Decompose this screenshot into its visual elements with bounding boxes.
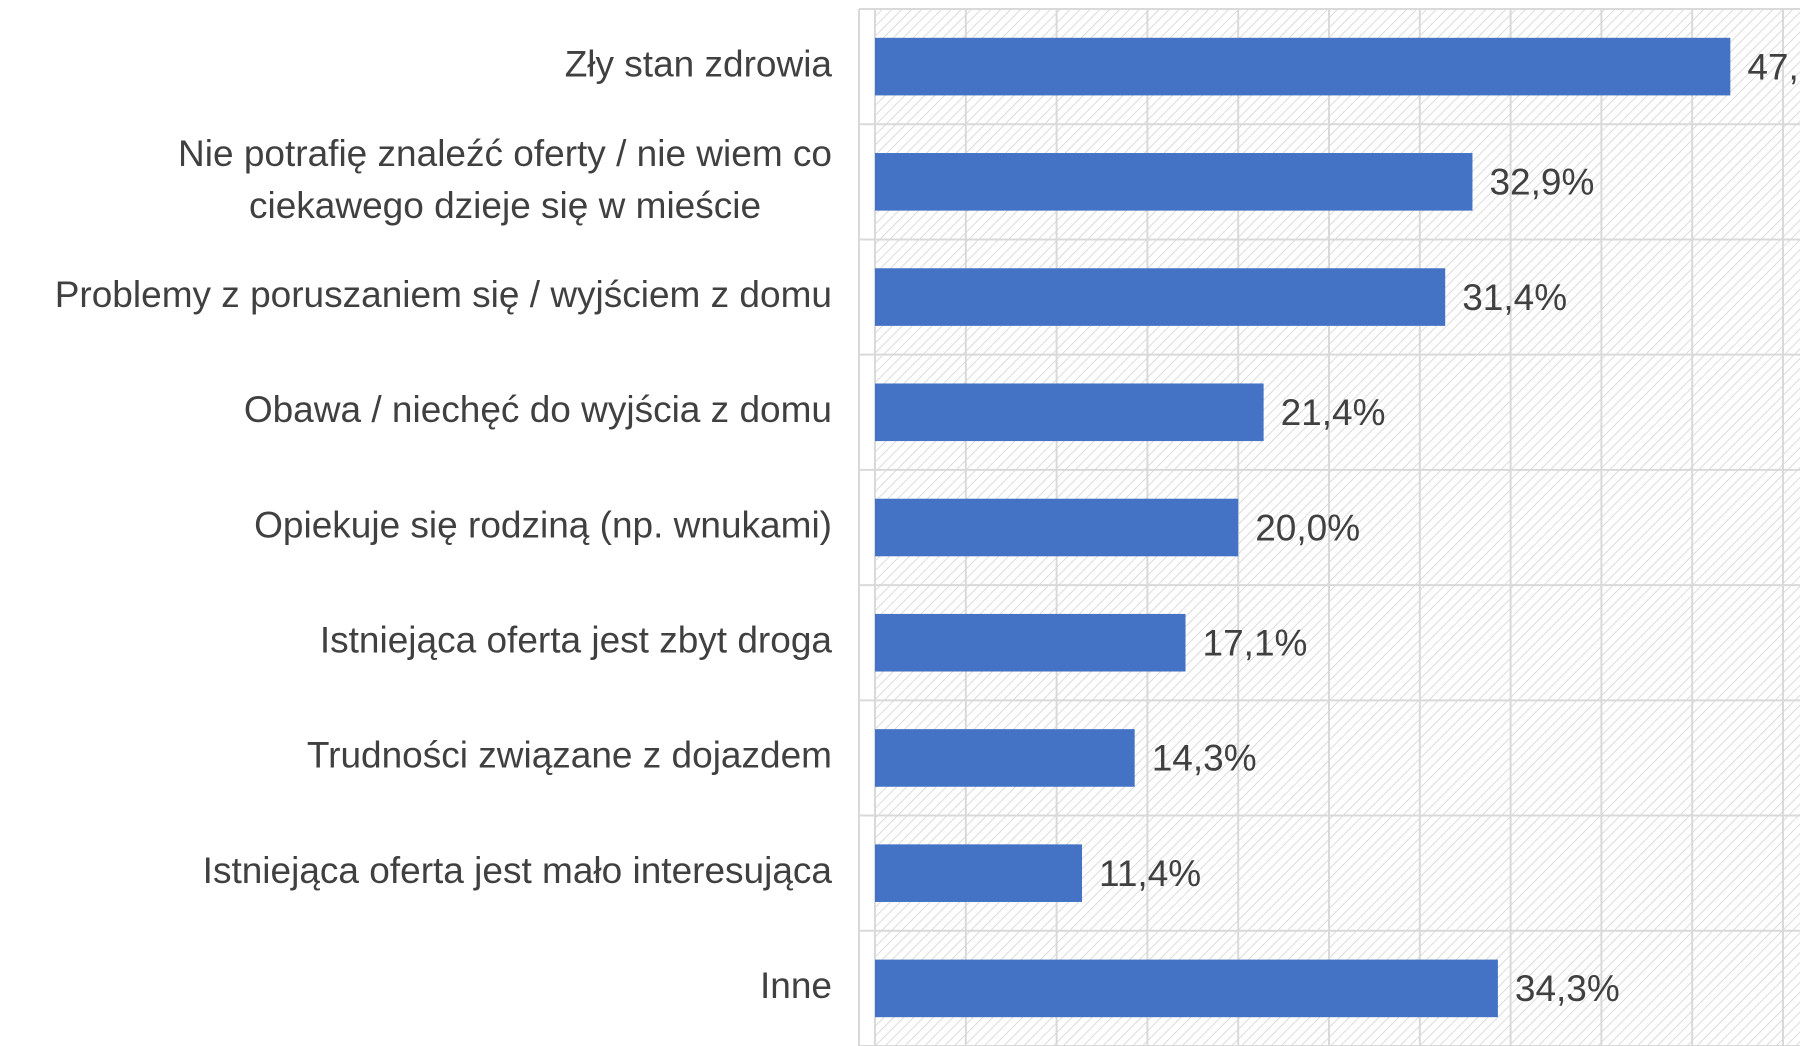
bar [875, 729, 1135, 787]
category-label: Istniejąca oferta jest mało interesująca [203, 850, 833, 891]
data-label: 17,1% [1203, 623, 1308, 664]
category-label-line: Nie potrafię znaleźć oferty / nie wiem c… [178, 133, 832, 174]
data-label: 32,9% [1489, 162, 1594, 203]
bar [875, 844, 1083, 902]
data-label: 47,1% [1747, 46, 1800, 87]
category-label: Zły stan zdrowia [565, 43, 833, 84]
category-label: Trudności związane z dojazdem [307, 735, 832, 776]
data-label: 31,4% [1462, 277, 1567, 318]
bar [875, 498, 1239, 557]
data-label: 11,4% [1099, 853, 1201, 894]
category-label: Obawa / niechęć do wyjścia z domu [244, 389, 832, 430]
data-label: 34,3% [1515, 968, 1620, 1009]
category-label-line: ciekawego dzieje się w mieście [249, 185, 761, 226]
bar [875, 268, 1446, 326]
category-label: Nie potrafię znaleźć oferty / nie wiem c… [178, 133, 832, 226]
data-label: 21,4% [1281, 392, 1386, 433]
data-label: 20,0% [1255, 507, 1360, 548]
bar [875, 153, 1473, 211]
category-label: Problemy z poruszaniem się / wyjściem z … [55, 274, 832, 315]
category-label: Istniejąca oferta jest zbyt droga [320, 620, 833, 661]
category-label: Opiekuje się rodziną (np. wnukami) [254, 504, 832, 545]
bar [875, 37, 1731, 96]
data-label: 14,3% [1152, 738, 1257, 779]
bar [875, 959, 1498, 1018]
category-label: Inne [760, 965, 832, 1006]
bar [875, 613, 1186, 672]
bar [875, 383, 1264, 442]
